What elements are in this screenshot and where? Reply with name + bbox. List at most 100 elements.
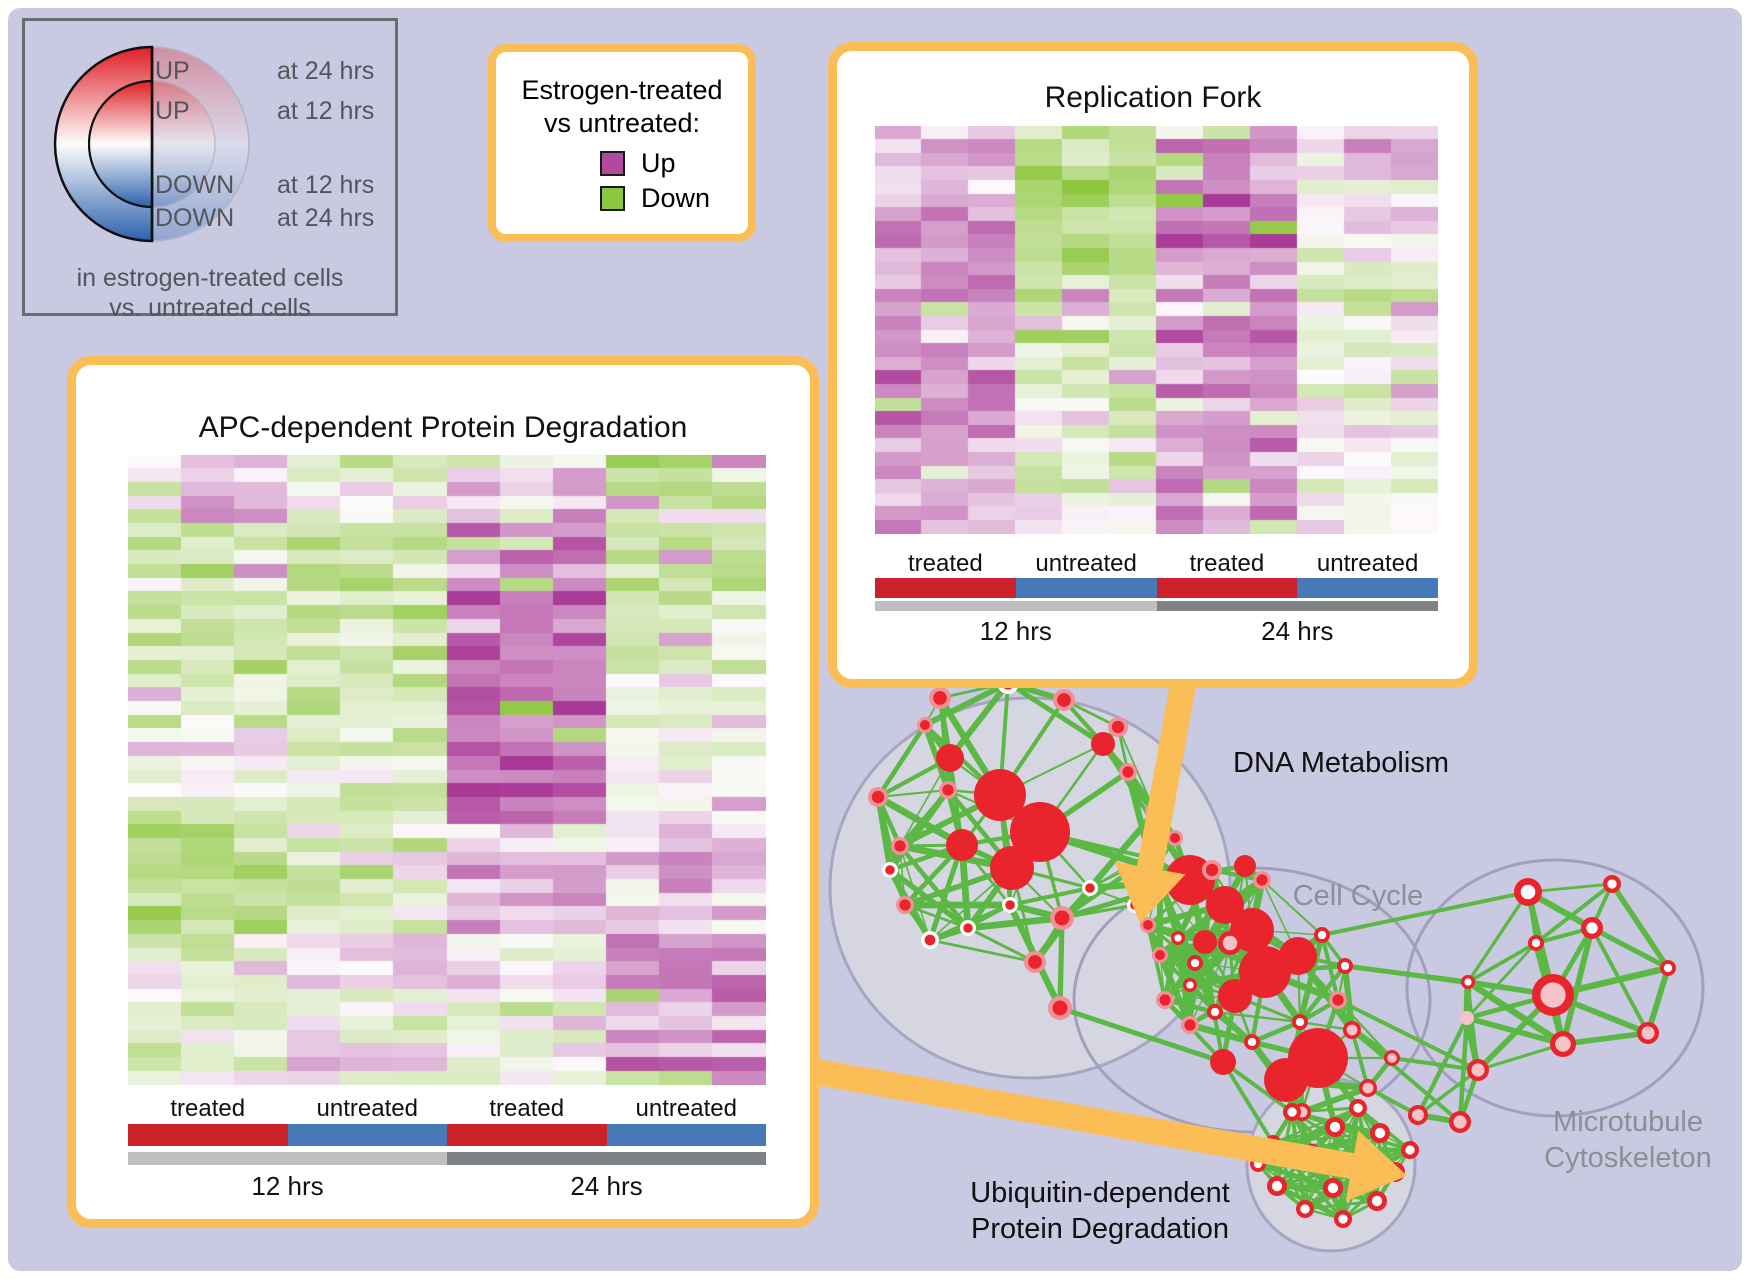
- time-group-label: 12 hrs: [979, 616, 1052, 646]
- cluster-label-ubiquitin-dependent-protein-degradation: Ubiquitin-dependent: [970, 1177, 1230, 1209]
- cluster-label-ubiquitin-dependent-protein-degradation: Protein Degradation: [971, 1213, 1229, 1245]
- color-swatch: [600, 151, 625, 176]
- gene-node-solid-red: [1218, 979, 1252, 1013]
- replication-fork-panel: Replication Fork treated untreated treated…: [828, 42, 1478, 688]
- network-edge: [1261, 879, 1323, 936]
- column-group-label: treated: [1189, 550, 1265, 577]
- updown-legend-box: Estrogen-treated vs untreated: Up Down: [488, 44, 756, 242]
- gene-node-red-core-white-ring: [885, 865, 895, 875]
- network-edge: [1466, 1015, 1564, 1047]
- gene-node-red-ring-white-core: [1405, 1145, 1415, 1155]
- network-edge: [1320, 934, 1340, 1001]
- gene-node-red-ring-white-core: [1271, 1180, 1283, 1192]
- regulation-direction-label: DOWN: [155, 204, 235, 232]
- regulation-time-label: at 24 hrs: [277, 204, 375, 232]
- legend-item-label: Down: [641, 183, 711, 213]
- network-edge: [1350, 1029, 1370, 1089]
- network-bridge-edge: [1321, 890, 1529, 937]
- gene-node-solid-red: [946, 829, 978, 861]
- network-edge: [967, 914, 1063, 932]
- column-group-bar: [447, 1124, 607, 1146]
- network-edge: [1534, 882, 1614, 945]
- gene-node-solid-red: [1010, 802, 1070, 862]
- apc-time-bars: [128, 1152, 766, 1165]
- gene-node-solid-red: [1206, 886, 1244, 924]
- gene-node-red-ring-white-core: [1374, 1127, 1386, 1139]
- network-edge: [877, 788, 949, 799]
- network-edge: [1304, 1199, 1378, 1211]
- gene-node-red-core-pink-ring: [1122, 766, 1134, 778]
- annotation-arrow-head: [1345, 1130, 1408, 1202]
- gene-node-red-core-pink-ring: [871, 790, 885, 804]
- gene-node-red-ring-white-core: [1174, 934, 1182, 942]
- column-group-bar: [1156, 578, 1298, 598]
- gene-node-red-ring-pink-core: [1555, 1036, 1571, 1052]
- regulation-direction-label: UP: [155, 97, 190, 125]
- gene-node-solid-red: [1210, 1049, 1236, 1075]
- network-edge: [929, 938, 1036, 964]
- time-group-bar: [447, 1152, 766, 1165]
- gene-node-red-core-pink-ring: [1143, 920, 1153, 930]
- network-edge: [888, 867, 970, 931]
- gene-node-red-core-pink-ring: [920, 720, 930, 730]
- gene-node-solid-red: [1234, 855, 1256, 877]
- network-bridge-edge: [1221, 1060, 1294, 1114]
- cluster-label-cell-cycle: Cell Cycle: [1293, 880, 1424, 912]
- network-edge: [1214, 1010, 1301, 1024]
- gene-node-red-core-pink-ring: [1205, 863, 1219, 877]
- gene-node-red-ring-white-core: [1464, 978, 1472, 986]
- updown-legend-items: Up Down: [496, 146, 748, 216]
- network-bridge-edge: [1221, 1060, 1275, 1145]
- network-edge: [1297, 934, 1325, 1023]
- regulation-direction-label: UP: [155, 57, 190, 85]
- column-group-label: untreated: [1316, 550, 1419, 577]
- gene-node-red-ring-white-core: [1338, 1214, 1348, 1224]
- gene-node-red-ring-white-core: [1327, 1182, 1339, 1194]
- network-edge: [1416, 1068, 1480, 1117]
- gene-node-red-core-pink-ring: [1052, 1000, 1068, 1016]
- network-edge: [1157, 953, 1193, 1027]
- gene-node-solid-red: [1264, 1058, 1308, 1102]
- network-bridge-edge: [1350, 1028, 1462, 1124]
- time-group-label: 24 hrs: [1261, 616, 1334, 646]
- color-swatch: [600, 186, 625, 211]
- column-group-label: untreated: [316, 1095, 418, 1122]
- cluster-label-dna-metabolism: DNA Metabolism: [1233, 747, 1449, 779]
- apc-group-labels: treated untreated treated untreated: [128, 1095, 766, 1123]
- network-edge: [1341, 965, 1356, 1031]
- gene-node-solid-red: [1193, 930, 1217, 954]
- ring-legend-footer-line2: vs. untreated cells: [109, 294, 311, 322]
- network-edge: [1609, 882, 1671, 970]
- legend-item-down: Down: [496, 181, 748, 216]
- apc-group-bars: [128, 1124, 766, 1146]
- gene-node-red-ring-pink-core: [1412, 1109, 1424, 1121]
- gene-node-red-ring-white-core: [1210, 1007, 1220, 1017]
- network-edge: [938, 697, 950, 791]
- network-edge: [899, 845, 931, 941]
- gene-node-red-core-pink-ring: [1256, 874, 1268, 886]
- gene-node-red-ring-white-core: [1663, 963, 1673, 973]
- replication-fork-time-labels: 12 hrs 24 hrs: [875, 616, 1438, 647]
- gene-node-red-core-pink-ring: [933, 691, 947, 705]
- column-group-bar: [1015, 578, 1157, 598]
- gene-node-red-ring-pink-core: [1471, 1063, 1485, 1077]
- network-bridge-edge: [1391, 1056, 1479, 1072]
- column-group-label: untreated: [635, 1095, 737, 1122]
- column-group-bar: [287, 1124, 447, 1146]
- column-group-bar: [875, 578, 1016, 598]
- gene-node-red-ring-white-core: [1300, 1204, 1310, 1214]
- gene-node-red-ring-white-core: [1520, 884, 1536, 900]
- gene-node-red-ring-pink-core: [1387, 1053, 1397, 1063]
- network-edge: [1466, 979, 1565, 1047]
- network-edge: [1465, 942, 1538, 1019]
- column-group-label: untreated: [1035, 550, 1137, 577]
- time-group-label: 12 hrs: [251, 1171, 324, 1201]
- cluster-label-microtubule-cytoskeleton: Cytoskeleton: [1544, 1142, 1712, 1174]
- network-edge: [1645, 967, 1671, 1034]
- gene-node-red-ring-white-core: [1586, 922, 1598, 934]
- ring-legend-footer-line1: in estrogen-treated cells: [76, 264, 344, 292]
- network-edge: [1466, 891, 1530, 983]
- annotation-arrow-shaft: [813, 1059, 1355, 1179]
